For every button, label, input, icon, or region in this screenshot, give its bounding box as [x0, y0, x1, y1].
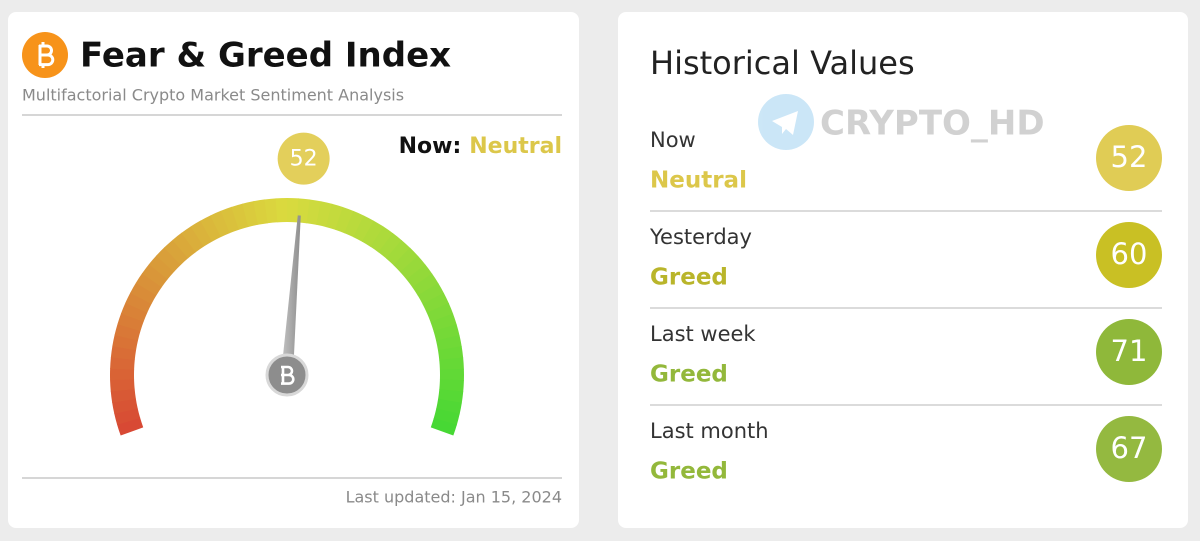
gauge-segment: [117, 312, 144, 332]
gauge-segment: [142, 263, 168, 288]
gauge-segment: [253, 199, 269, 225]
bitcoin-icon: [22, 32, 68, 78]
row-label: Now: [650, 128, 696, 152]
gauge-segment: [210, 210, 231, 238]
gauge-segment: [114, 323, 141, 341]
gauge-segment: [316, 201, 333, 228]
now-status: Now: Neutral: [399, 134, 562, 159]
gauge-segment: [430, 417, 457, 436]
gauge-segment: [242, 201, 259, 228]
gauge-segment: [164, 239, 189, 266]
hub-bitcoin: [281, 365, 295, 385]
gauge-segment: [412, 273, 439, 296]
gauge-segment: [430, 313, 457, 332]
gauge-segment: [172, 232, 197, 259]
gauge-segment: [125, 292, 152, 313]
gauge-segment: [112, 334, 139, 351]
gauge-segment: [335, 206, 354, 234]
gauge-segment: [181, 226, 205, 253]
gauge-segment: [426, 303, 454, 323]
gauge-segment: [112, 398, 138, 414]
gauge-segment: [353, 215, 375, 242]
gauge-segment: [135, 273, 163, 296]
row-value-badge: [1096, 416, 1162, 482]
gauge-segment: [110, 388, 136, 403]
gauge-segment: [116, 417, 144, 436]
row-value: 71: [1111, 334, 1148, 368]
title: Fear & Greed Index: [80, 36, 451, 76]
gauge-segment: [406, 264, 433, 288]
gauge-segment: [370, 226, 394, 253]
row-label: Yesterday: [649, 225, 752, 249]
row-label: Last month: [650, 419, 769, 443]
row-value-badge: [1096, 222, 1162, 288]
gauge-segment: [417, 282, 445, 305]
last-updated: Last updated: Jan 15, 2024: [346, 488, 562, 507]
gauge-segment: [231, 203, 249, 230]
gauge-segment: [378, 233, 402, 259]
gauge-segment: [220, 206, 240, 234]
row-value-badge: [1096, 319, 1162, 385]
now-label: Now:: [399, 134, 462, 159]
gauge-segment: [433, 408, 460, 426]
gauge-segment: [439, 357, 464, 371]
gauge-segment: [110, 345, 137, 360]
value-label: 52: [290, 147, 318, 172]
gauge-segment: [438, 389, 464, 404]
gauge-segment: [110, 378, 135, 392]
gauge-segment: [361, 220, 384, 248]
gauge-needle: [281, 215, 301, 376]
gauge-segment: [436, 335, 462, 351]
gauge-segment: [437, 346, 464, 361]
gauge-segment: [121, 302, 148, 322]
row-value: 60: [1111, 237, 1148, 271]
watermark-text: CRYPTO_HD: [820, 104, 1045, 144]
row-value: 52: [1111, 140, 1148, 174]
gauge-segment: [306, 199, 322, 225]
gauge-segment: [156, 247, 182, 273]
gauge-segment: [114, 407, 141, 425]
gauge-segment: [436, 398, 462, 415]
watermark: CRYPTO_HD: [758, 94, 1045, 150]
history-title: Historical Values: [650, 44, 915, 82]
row-value-badge: [1096, 125, 1162, 191]
gauge-segment: [422, 292, 449, 314]
gauge-segment: [439, 379, 464, 393]
gauge-segment: [433, 324, 460, 342]
subtitle: Multifactorial Crypto Market Sentiment A…: [22, 86, 404, 105]
now-classification: Neutral: [469, 134, 562, 159]
gauge: 52: [110, 132, 464, 436]
row-classification: Greed: [650, 265, 728, 291]
row-classification: Neutral: [650, 168, 747, 194]
gauge-segment: [400, 255, 426, 280]
gauge-segment: [200, 215, 222, 242]
row-classification: Greed: [650, 459, 728, 485]
gauge-segment: [344, 210, 365, 238]
gauge-segment: [325, 203, 344, 230]
gauge-segment: [190, 220, 213, 247]
gauge-segment: [264, 198, 278, 224]
gauge-segment: [393, 247, 419, 273]
gauge-segment: [296, 198, 311, 224]
gauge-segment: [110, 356, 135, 370]
row-value: 67: [1111, 431, 1148, 465]
gauge-segment: [130, 282, 157, 305]
value-bubble: [277, 132, 330, 185]
gauge-segment: [148, 255, 175, 280]
history-rows: Now Neutral 52 Yesterday Greed 60 Last week Gre…: [649, 125, 1162, 485]
row-label: Last week: [650, 322, 756, 346]
gauge-segment: [385, 240, 411, 266]
history-card: [618, 12, 1188, 528]
row-classification: Greed: [650, 362, 728, 388]
